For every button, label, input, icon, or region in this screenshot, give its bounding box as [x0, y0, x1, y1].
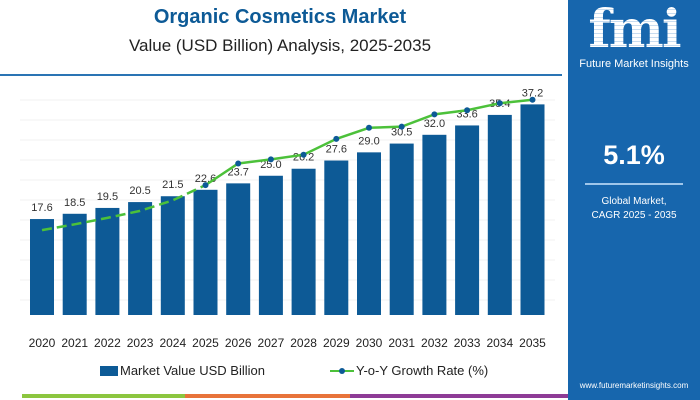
website-link[interactable]: www.futuremarketinsights.com: [579, 381, 689, 390]
bar-label-2032: 32.0: [424, 118, 445, 130]
growth-point-2032: [431, 111, 438, 118]
bar-2034: [487, 114, 512, 315]
bar-2026: [226, 183, 251, 315]
x-tick-2026: 2026: [225, 336, 252, 350]
brand-name: Future Market Insights: [579, 58, 689, 70]
growth-point-2035: [529, 96, 536, 103]
growth-point-2028: [300, 151, 307, 158]
x-tick-2024: 2024: [159, 336, 186, 350]
x-tick-2021: 2021: [61, 336, 88, 350]
growth-point-2029: [333, 135, 340, 142]
chart-title: Organic Cosmetics Market: [153, 6, 407, 28]
chart-area: 17.6 2020 18.5 2021 19.5 2022 20.5 2023 21.5 2024…: [20, 87, 555, 350]
x-tick-2033: 2033: [454, 336, 481, 350]
bar-2021: [62, 213, 87, 315]
x-tick-2020: 2020: [29, 336, 56, 350]
bar-2031: [389, 143, 414, 315]
legend-item-line: Y-o-Y Growth Rate (%): [330, 363, 488, 378]
legend-swatch-bar: [100, 365, 118, 376]
legend-item-bars: Market Value USD Billion: [100, 363, 265, 378]
growth-point-2027: [267, 156, 274, 163]
bar-label-2035: 37.2: [522, 87, 543, 99]
bar-label-2026: 23.7: [227, 166, 248, 178]
bar-label-2029: 27.6: [326, 144, 347, 156]
title-divider: [0, 74, 562, 76]
bar-2035: [520, 104, 545, 316]
x-tick-2029: 2029: [323, 336, 350, 350]
bar-label-2024: 21.5: [162, 179, 183, 191]
footer-strip-green: [22, 394, 185, 398]
bar-label-2020: 17.6: [31, 202, 52, 214]
bar-label-2023: 20.5: [129, 185, 150, 197]
chart-subtitle: Value (USD Billion) Analysis, 2025-2035: [128, 36, 432, 55]
legend-swatch-line: [330, 367, 354, 374]
bar-2023: [128, 202, 153, 315]
x-tick-2023: 2023: [127, 336, 154, 350]
bar-2033: [455, 125, 480, 315]
cagr-label-line2: CAGR 2025 - 2035: [591, 210, 677, 221]
x-tick-2025: 2025: [192, 336, 219, 350]
growth-line-dashed: [41, 183, 207, 232]
cagr-divider: [585, 183, 683, 185]
bar-2025: [193, 189, 218, 315]
bar-2030: [357, 152, 381, 315]
cagr-label-line1: Global Market,: [601, 196, 667, 207]
growth-point-2031: [398, 123, 405, 130]
bar-label-2027: 25.0: [260, 159, 281, 171]
growth-point-2030: [366, 124, 372, 131]
sidebar-panel: fmi Future Market Insights 5.1% Global M…: [568, 0, 700, 400]
x-tick-2031: 2031: [388, 336, 415, 350]
bar-2028: [291, 168, 316, 315]
x-tick-2028: 2028: [290, 336, 317, 350]
fmi-logo: fmi: [568, 2, 700, 58]
growth-point-2033: [464, 107, 471, 114]
bar-label-2031: 30.5: [391, 127, 412, 139]
x-tick-2035: 2035: [519, 336, 546, 350]
bar-2024: [160, 196, 185, 315]
growth-point-2026: [235, 160, 242, 167]
bar-label-2021: 18.5: [64, 197, 85, 209]
bar-label-2022: 19.5: [97, 191, 118, 203]
growth-point-2025: [202, 182, 209, 189]
cagr-value: 5.1%: [603, 140, 665, 170]
bar-label-2030: 29.0: [358, 135, 379, 147]
footer-strip-purple: [350, 394, 568, 398]
bar-2020: [30, 219, 54, 315]
footer-strip-orange: [185, 394, 350, 398]
x-tick-2030: 2030: [356, 336, 383, 350]
x-tick-2022: 2022: [94, 336, 121, 350]
x-tick-2032: 2032: [421, 336, 448, 350]
x-tick-2027: 2027: [258, 336, 285, 350]
legend-label-bars: Market Value USD Billion: [120, 363, 265, 378]
x-tick-2034: 2034: [486, 336, 513, 350]
bar-2032: [422, 134, 447, 315]
bar-2027: [258, 175, 283, 315]
bar-2029: [324, 160, 349, 315]
growth-point-2034: [496, 100, 503, 107]
legend-label-line: Y-o-Y Growth Rate (%): [356, 363, 489, 378]
bar-2022: [95, 207, 120, 315]
